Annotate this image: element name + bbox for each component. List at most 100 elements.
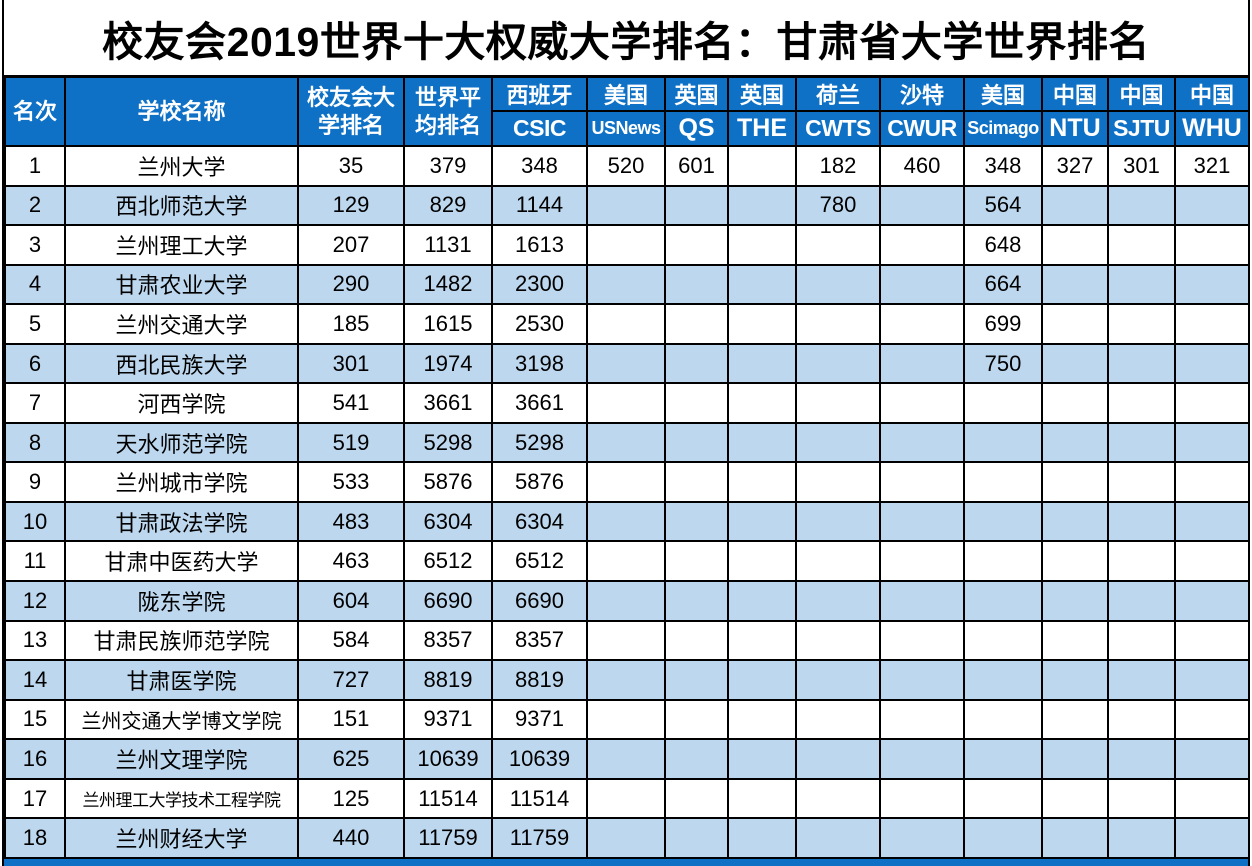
cell-the	[727, 817, 797, 859]
cell-the	[727, 224, 797, 266]
cell-scimago	[963, 659, 1043, 701]
cell-sjtu	[1107, 184, 1176, 227]
cell-ntu	[1041, 540, 1109, 583]
cell-scimago: 648	[963, 224, 1043, 266]
cell-name: 甘肃中医药大学	[64, 540, 299, 583]
cell-name: 兰州大学	[64, 145, 299, 187]
cell-csic: 6512	[491, 540, 588, 583]
cell-wavg: 11514	[403, 777, 493, 820]
cell-whu: 321	[1174, 145, 1250, 187]
cell-sjtu	[1107, 303, 1176, 345]
cell-scimago	[963, 382, 1043, 424]
cell-cwts	[795, 817, 881, 859]
cell-usnews	[586, 382, 666, 424]
table-row-7: 7 河西学院 541 3661 3661	[4, 382, 1250, 424]
cell-qs	[664, 698, 729, 741]
cell-sjtu	[1107, 263, 1176, 306]
cell-cuaa: 151	[297, 698, 405, 741]
ranking-table: 名次 学校名称 校友会大 学排名 世界平 均排名 西班牙 美国 英国 英国 荷兰 沙特 美国 中国 中国…	[4, 75, 1250, 859]
cell-csic: 8819	[491, 659, 588, 701]
cell-usnews	[586, 461, 666, 503]
cell-sjtu	[1107, 619, 1176, 662]
cell-cwur	[879, 342, 965, 385]
cell-wavg: 1131	[403, 224, 493, 266]
cell-csic: 5876	[491, 461, 588, 503]
cell-cwts	[795, 738, 881, 780]
table-row-11: 11 甘肃中医药大学 463 6512 6512	[4, 540, 1250, 583]
table-body: 1 兰州大学 35 379 348 520 601 182 460 348 327 301 321 2 西北…	[4, 145, 1250, 859]
cell-usnews	[586, 184, 666, 227]
cell-cuaa: 125	[297, 777, 405, 820]
cell-ntu	[1041, 184, 1109, 227]
cell-wavg: 3661	[403, 382, 493, 424]
cell-cuaa: 301	[297, 342, 405, 385]
cell-whu	[1174, 777, 1250, 820]
cell-cwts	[795, 500, 881, 543]
cell-the	[727, 145, 797, 187]
cell-the	[727, 659, 797, 701]
cell-cwts	[795, 698, 881, 741]
cell-whu	[1174, 382, 1250, 424]
col-group-ntu-country: 中国	[1041, 75, 1109, 112]
cell-sjtu	[1107, 461, 1176, 503]
cell-csic: 1144	[491, 184, 588, 227]
cell-name: 兰州交通大学	[64, 303, 299, 345]
cell-whu	[1174, 303, 1250, 345]
cell-wavg: 829	[403, 184, 493, 227]
cell-scimago	[963, 738, 1043, 780]
cell-qs	[664, 659, 729, 701]
cell-rank: 13	[4, 619, 66, 662]
cell-name: 兰州文理学院	[64, 738, 299, 780]
cell-wavg: 11759	[403, 817, 493, 859]
cell-sjtu	[1107, 659, 1176, 701]
cell-ntu	[1041, 500, 1109, 543]
cell-cwur	[879, 184, 965, 227]
cell-qs	[664, 263, 729, 306]
cell-the	[727, 421, 797, 464]
table-row-4: 4 甘肃农业大学 290 1482 2300 664	[4, 263, 1250, 306]
cell-cwur	[879, 303, 965, 345]
table-row-5: 5 兰州交通大学 185 1615 2530 699	[4, 303, 1250, 345]
next-row-partial	[4, 859, 1248, 866]
cell-rank: 5	[4, 303, 66, 345]
cell-whu	[1174, 461, 1250, 503]
cell-ntu	[1041, 421, 1109, 464]
cell-wavg: 6690	[403, 580, 493, 622]
cell-cuaa: 290	[297, 263, 405, 306]
col-header-wavg: 世界平 均排名	[403, 75, 493, 147]
cell-scimago: 699	[963, 303, 1043, 345]
col-header-usnews: USNews	[586, 110, 666, 147]
cell-scimago	[963, 619, 1043, 662]
cell-usnews: 520	[586, 145, 666, 187]
col-group-usnews-country: 美国	[586, 75, 666, 112]
cell-the	[727, 303, 797, 345]
table-row-8: 8 天水师范学院 519 5298 5298	[4, 421, 1250, 464]
table-row-14: 14 甘肃医学院 727 8819 8819	[4, 659, 1250, 701]
cell-the	[727, 184, 797, 227]
cell-scimago: 750	[963, 342, 1043, 385]
cell-usnews	[586, 777, 666, 820]
cell-wavg: 9371	[403, 698, 493, 741]
cell-rank: 7	[4, 382, 66, 424]
cell-usnews	[586, 342, 666, 385]
table-row-3: 3 兰州理工大学 207 1131 1613 648	[4, 224, 1250, 266]
cell-ntu	[1041, 777, 1109, 820]
cell-whu	[1174, 421, 1250, 464]
cell-the	[727, 540, 797, 583]
cell-the	[727, 738, 797, 780]
cell-the	[727, 500, 797, 543]
cell-scimago	[963, 421, 1043, 464]
cell-cwur	[879, 500, 965, 543]
cell-usnews	[586, 500, 666, 543]
cell-wavg: 1482	[403, 263, 493, 306]
cell-rank: 10	[4, 500, 66, 543]
cell-sjtu	[1107, 500, 1176, 543]
cell-ntu	[1041, 382, 1109, 424]
cell-csic: 2300	[491, 263, 588, 306]
cell-scimago	[963, 580, 1043, 622]
cell-cwts	[795, 461, 881, 503]
cell-the	[727, 619, 797, 662]
cell-csic: 10639	[491, 738, 588, 780]
cell-cwur	[879, 382, 965, 424]
